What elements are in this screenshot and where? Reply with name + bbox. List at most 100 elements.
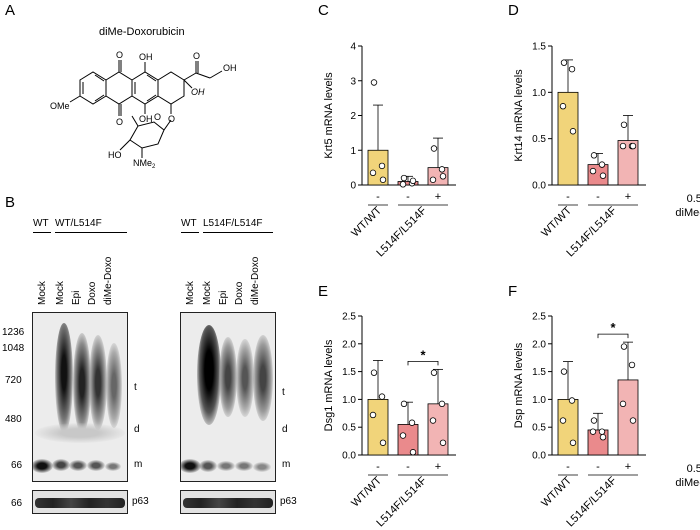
data-point xyxy=(620,343,628,350)
panel-label-d: D xyxy=(508,2,519,19)
group-underline-mutant xyxy=(203,232,273,233)
data-point xyxy=(378,162,386,170)
lane-label: Doxo xyxy=(234,281,245,305)
data-point xyxy=(590,417,598,424)
significance-bracket xyxy=(597,333,629,339)
data-point xyxy=(438,400,446,408)
bar xyxy=(557,399,579,456)
category-label: + xyxy=(625,461,631,473)
data-point xyxy=(430,145,438,152)
y-tick-label: 1.0 xyxy=(532,88,546,99)
data-point xyxy=(409,177,417,185)
y-tick-label: 1.0 xyxy=(532,395,546,406)
y-tick-label: 1 xyxy=(350,146,356,157)
data-point xyxy=(598,161,606,168)
significance-star: * xyxy=(420,347,426,362)
y-axis-label: Krt5 mRNA levels xyxy=(323,72,335,159)
data-point xyxy=(369,411,377,419)
band-label-t: t xyxy=(134,382,137,393)
atom-ome: OMe xyxy=(50,101,70,111)
lane-label: Mock xyxy=(202,281,213,305)
lane-label: Epi xyxy=(71,290,82,305)
y-tick-label: 0.0 xyxy=(532,451,546,462)
data-point xyxy=(628,361,636,369)
lane-label: diMe-Doxo xyxy=(103,256,114,305)
data-point xyxy=(590,152,598,159)
mw-marker: 66 xyxy=(11,460,23,471)
band-label-m: m xyxy=(282,459,291,470)
data-point xyxy=(379,439,387,446)
blot-left-main xyxy=(32,312,128,482)
category-label: - xyxy=(566,461,570,473)
significance-bracket xyxy=(407,360,439,366)
group-label-wt: WT xyxy=(181,218,197,229)
group-label: WT/WT xyxy=(539,204,574,239)
data-point xyxy=(370,369,378,376)
compound-name: diMe-Doxorubicin xyxy=(99,26,185,38)
category-label: + xyxy=(435,191,441,203)
y-axis-label: Dsp mRNA levels xyxy=(513,342,525,428)
data-point xyxy=(379,176,387,183)
chemical-structure: O OH O OH OH O OH OMe O O HO NMe2 xyxy=(50,50,237,170)
data-point xyxy=(369,169,377,177)
lane-label: Doxo xyxy=(87,281,98,305)
band-label-m: m xyxy=(134,459,143,470)
data-point xyxy=(599,172,607,179)
bar xyxy=(367,399,389,456)
loading-marker: 66 xyxy=(11,498,23,509)
data-point xyxy=(568,397,576,404)
data-point xyxy=(599,434,607,441)
chart-dsp: 0.0 0.5 1.0 1.5 2.0 2.5 Dsp mRNA levels - - + WT/W… xyxy=(513,312,700,530)
category-label: - xyxy=(376,191,380,203)
panel-label-c: C xyxy=(318,2,329,19)
data-point xyxy=(620,121,628,128)
atom-o-mid: O xyxy=(116,117,123,127)
data-point xyxy=(589,167,597,175)
lane-label: Mock xyxy=(55,281,66,305)
data-point xyxy=(400,400,408,408)
lane-label: diMe-Doxo xyxy=(250,256,261,305)
y-tick-label: 4 xyxy=(350,42,356,53)
atom-o-link: O xyxy=(168,114,175,124)
mw-marker: 1048 xyxy=(2,343,25,354)
group-label: WT/WT xyxy=(349,204,384,239)
category-label: + xyxy=(435,461,441,473)
y-tick-label: 2.5 xyxy=(532,312,546,323)
band-label-d: d xyxy=(134,424,140,435)
lane-label: Mock xyxy=(185,281,196,305)
atom-o-top1: O xyxy=(116,50,123,60)
y-axis-label: Krt14 mRNA levels xyxy=(513,69,525,162)
atom-o-top2: O xyxy=(193,51,200,61)
data-point xyxy=(429,176,437,183)
blot-right-main xyxy=(180,312,276,482)
y-tick-label: 2.0 xyxy=(342,339,356,350)
blot-right-loading xyxy=(180,490,276,514)
data-point xyxy=(439,173,447,180)
bar xyxy=(617,379,639,456)
atom-ho: HO xyxy=(108,150,122,160)
data-point xyxy=(559,103,567,110)
significance-star: * xyxy=(610,320,616,335)
group-label-wt: WT xyxy=(33,218,49,229)
y-tick-label: 3 xyxy=(350,76,356,87)
group-label-mutant: L514F/L514F xyxy=(203,218,263,229)
loading-label-p63: p63 xyxy=(280,496,297,507)
y-tick-label: 0 xyxy=(350,181,356,192)
y-tick-label: 0.5 xyxy=(342,423,356,434)
data-point xyxy=(629,417,637,424)
mw-marker: 480 xyxy=(5,414,22,425)
group-label: WT/WT xyxy=(539,474,574,509)
category-label: - xyxy=(406,461,410,473)
blot-left-loading xyxy=(32,490,128,514)
atom-o-ring: O xyxy=(154,112,161,122)
treatment-drug: diMe-Doxo xyxy=(675,477,700,489)
y-tick-label: 1.5 xyxy=(342,367,356,378)
y-tick-label: 2.5 xyxy=(342,312,356,323)
atom-nme2: NMe2 xyxy=(133,158,156,170)
data-point xyxy=(619,142,627,150)
group-underline-wt xyxy=(181,232,199,233)
band-label-d: d xyxy=(282,424,288,435)
y-tick-label: 0.0 xyxy=(532,181,546,192)
y-tick-label: 1.5 xyxy=(532,42,546,53)
